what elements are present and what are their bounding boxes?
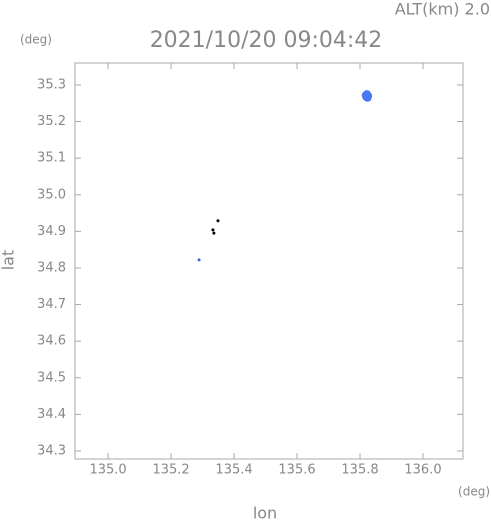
x-tick-label: 135.0 <box>89 463 126 478</box>
chart-title: 2021/10/20 09:04:42 <box>150 28 383 53</box>
y-tick-label: 34.7 <box>37 297 66 312</box>
point <box>211 228 215 232</box>
x-tick-label: 136.0 <box>404 463 441 478</box>
point <box>363 93 372 102</box>
y-tick-label: 35.0 <box>37 187 66 202</box>
y-axis-label: lat <box>0 250 18 271</box>
point <box>212 231 216 235</box>
y-tick-label: 34.6 <box>37 334 66 349</box>
y-tick-label: 34.4 <box>37 407 66 422</box>
y-tick-label: 35.1 <box>37 151 66 166</box>
y-tick-label: 34.3 <box>37 443 66 458</box>
y-tick-label: 34.9 <box>37 224 66 239</box>
y-tick-label: 35.2 <box>37 114 66 129</box>
y-tick-label: 34.8 <box>37 260 66 275</box>
point <box>216 219 220 223</box>
y-unit: (deg) <box>20 33 52 47</box>
x-tick-label: 135.2 <box>152 463 189 478</box>
y-tick-label: 34.5 <box>37 370 66 385</box>
x-tick-label: 135.6 <box>278 463 315 478</box>
y-tick-label: 35.3 <box>37 77 66 92</box>
x-tick-label: 135.4 <box>215 463 252 478</box>
point <box>197 258 201 262</box>
x-unit: (deg) <box>458 485 490 499</box>
annotation: ALT(km) 2.0 <box>395 0 490 19</box>
x-axis-label: lon <box>253 504 277 522</box>
x-tick-label: 135.8 <box>341 463 378 478</box>
plot-frame <box>74 62 464 460</box>
